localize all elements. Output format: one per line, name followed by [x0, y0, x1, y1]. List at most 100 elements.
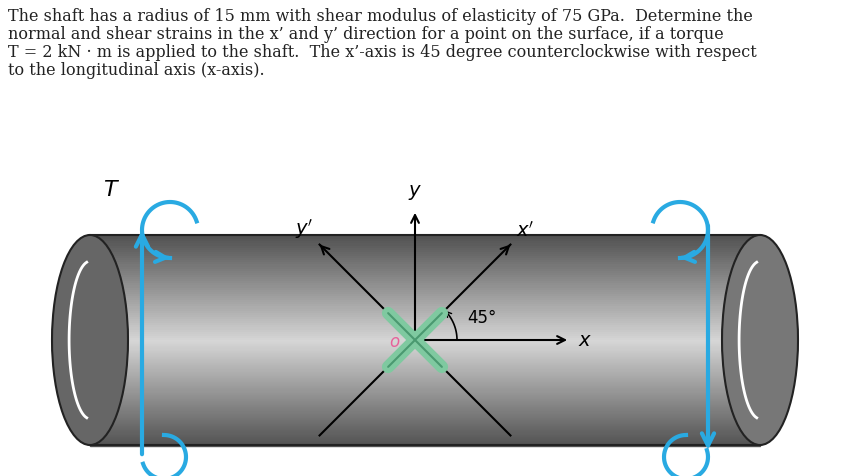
Bar	[90, 399, 760, 401]
Bar	[90, 288, 760, 290]
Bar	[90, 292, 760, 294]
Bar	[90, 350, 760, 353]
Bar	[90, 315, 760, 317]
Bar	[90, 308, 760, 311]
Bar	[90, 393, 760, 395]
Bar	[90, 363, 760, 366]
Bar	[90, 286, 760, 288]
Bar	[90, 239, 760, 242]
Bar	[90, 390, 760, 393]
Bar	[90, 378, 760, 380]
Bar	[90, 361, 760, 364]
Bar	[90, 313, 760, 315]
Bar	[90, 430, 760, 433]
Text: T = 2 kN · m is applied to the shaft.  The x’-axis is 45 degree counterclockwise: T = 2 kN · m is applied to the shaft. Th…	[8, 44, 757, 61]
Bar	[90, 436, 760, 439]
Bar	[90, 262, 760, 265]
Bar	[90, 304, 760, 307]
Text: $x'$: $x'$	[517, 220, 535, 240]
Bar	[90, 348, 760, 351]
Ellipse shape	[52, 235, 128, 445]
Bar	[90, 369, 760, 372]
Ellipse shape	[752, 361, 784, 424]
Text: $T$: $T$	[104, 180, 121, 200]
Bar	[90, 311, 760, 313]
Bar	[90, 241, 760, 244]
Bar	[90, 294, 760, 297]
Bar	[90, 271, 760, 273]
Bar	[90, 275, 760, 278]
Bar	[90, 258, 760, 261]
Bar	[90, 289, 760, 292]
Bar	[90, 418, 760, 420]
Bar	[90, 403, 760, 406]
Bar	[90, 439, 760, 441]
Bar	[90, 264, 760, 267]
Bar	[90, 268, 760, 271]
Bar	[90, 319, 760, 322]
Bar	[90, 432, 760, 435]
Bar	[90, 296, 760, 298]
Bar	[90, 273, 760, 276]
Bar	[90, 367, 760, 370]
Bar	[90, 342, 760, 345]
Bar	[90, 424, 760, 426]
Ellipse shape	[752, 256, 784, 319]
Bar	[90, 298, 760, 301]
Bar	[90, 283, 760, 286]
Bar	[90, 307, 760, 309]
Ellipse shape	[66, 256, 98, 319]
Text: $y$: $y$	[408, 183, 422, 202]
Bar	[90, 388, 760, 391]
Bar	[90, 386, 760, 389]
Bar	[90, 325, 760, 328]
Text: to the longitudinal axis (x-axis).: to the longitudinal axis (x-axis).	[8, 62, 265, 79]
Bar	[90, 237, 760, 240]
Bar	[90, 420, 760, 422]
Bar	[90, 302, 760, 305]
Bar	[90, 277, 760, 279]
Bar	[90, 405, 760, 408]
Bar	[90, 411, 760, 414]
Bar	[90, 334, 760, 337]
Bar	[90, 252, 760, 254]
Bar	[90, 416, 760, 418]
Bar	[90, 426, 760, 429]
Text: $o$: $o$	[389, 333, 400, 351]
Bar	[90, 317, 760, 319]
Bar	[90, 281, 760, 284]
Bar	[90, 248, 760, 250]
Bar	[90, 353, 760, 355]
Bar	[90, 401, 760, 404]
Bar	[90, 382, 760, 385]
Bar	[90, 254, 760, 257]
Bar	[90, 407, 760, 410]
Bar	[90, 336, 760, 338]
Bar	[90, 347, 760, 349]
Bar	[90, 332, 760, 334]
Text: 45°: 45°	[467, 309, 497, 327]
Bar	[90, 380, 760, 383]
Bar	[90, 443, 760, 446]
Bar	[90, 374, 760, 376]
Bar	[90, 243, 760, 246]
Bar	[90, 422, 760, 425]
Bar	[90, 340, 760, 343]
Ellipse shape	[66, 361, 98, 424]
Bar	[90, 397, 760, 399]
Bar	[90, 414, 760, 416]
Bar	[90, 338, 760, 340]
Bar	[90, 235, 760, 238]
Bar	[90, 355, 760, 357]
Bar	[90, 279, 760, 282]
Bar	[90, 376, 760, 378]
Bar	[90, 441, 760, 444]
Bar	[90, 344, 760, 347]
Bar	[90, 260, 760, 263]
Bar	[90, 384, 760, 387]
Bar	[90, 371, 760, 374]
Bar	[90, 435, 760, 437]
Bar	[90, 365, 760, 368]
Bar	[90, 321, 760, 324]
Bar	[90, 357, 760, 359]
